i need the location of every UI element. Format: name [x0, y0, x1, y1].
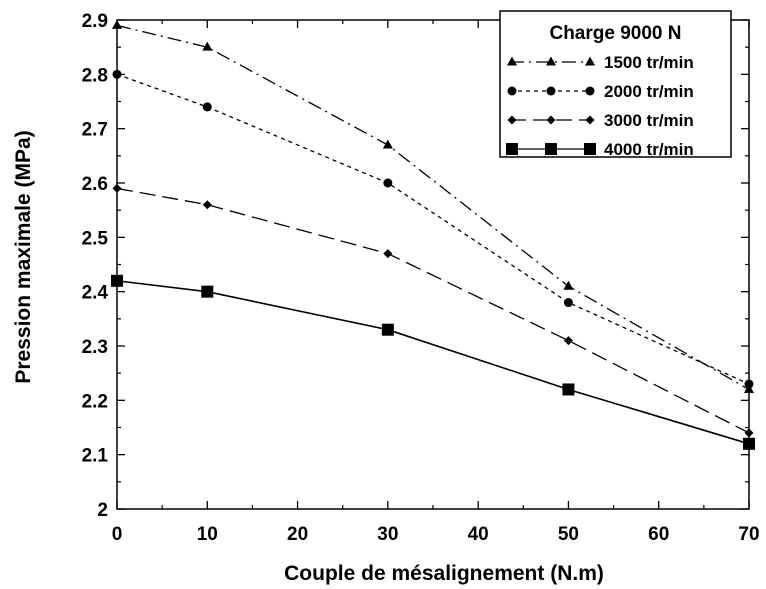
- legend-label: 1500 tr/min: [604, 53, 694, 72]
- x-tick-label: 20: [287, 524, 308, 545]
- y-tick-label: 2.7: [82, 120, 108, 141]
- legend-title: Charge 9000 N: [549, 23, 681, 44]
- legend-marker: [507, 115, 517, 125]
- x-tick-label: 70: [738, 524, 759, 545]
- y-tick-label: 2.8: [82, 65, 108, 86]
- y-tick-label: 2.6: [82, 174, 108, 195]
- y-tick-label: 2.2: [82, 391, 108, 412]
- x-tick-label: 60: [648, 524, 669, 545]
- data-point: [201, 285, 214, 298]
- x-tick-label: 10: [197, 524, 218, 545]
- data-point: [202, 41, 213, 51]
- data-point: [202, 200, 212, 210]
- legend-marker: [546, 86, 556, 96]
- y-tick-label: 2: [97, 500, 108, 521]
- legend-marker: [585, 56, 595, 66]
- legend-label: 3000 tr/min: [604, 111, 694, 130]
- legend-marker: [507, 86, 517, 96]
- y-tick-label: 2.1: [82, 446, 109, 467]
- legend-marker: [585, 115, 595, 125]
- x-tick-label: 50: [558, 524, 579, 545]
- data-point: [202, 102, 212, 112]
- series-line-3: [116, 187, 750, 434]
- y-tick-label: 2.4: [82, 283, 109, 304]
- legend-label: 4000 tr/min: [604, 140, 694, 159]
- data-point: [563, 298, 573, 308]
- legend-marker: [545, 143, 557, 155]
- series-line-4: [116, 280, 750, 445]
- legend-marker: [584, 143, 596, 155]
- data-point: [563, 280, 574, 290]
- data-point: [562, 383, 575, 396]
- legend-marker: [506, 143, 518, 155]
- x-axis-title: Couple de mésalignement (N.m): [284, 562, 604, 585]
- x-tick-label: 0: [112, 524, 123, 545]
- data-point: [383, 249, 393, 259]
- legend-marker: [585, 86, 595, 96]
- y-tick-label: 2.5: [82, 228, 109, 249]
- legend-label: 2000 tr/min: [604, 82, 694, 101]
- data-point: [382, 139, 393, 149]
- data-point: [383, 178, 393, 188]
- x-tick-label: 40: [468, 524, 489, 545]
- legend-marker: [507, 56, 517, 66]
- legend-marker: [546, 56, 556, 66]
- y-tick-label: 2.9: [82, 11, 108, 32]
- data-point: [381, 323, 394, 336]
- y-tick-label: 2.3: [82, 337, 108, 358]
- legend-box: [499, 10, 732, 158]
- data-point: [563, 336, 573, 346]
- y-axis-title: Pression maximale (MPa): [12, 130, 35, 383]
- x-tick-label: 30: [377, 524, 398, 545]
- legend-marker: [546, 115, 556, 125]
